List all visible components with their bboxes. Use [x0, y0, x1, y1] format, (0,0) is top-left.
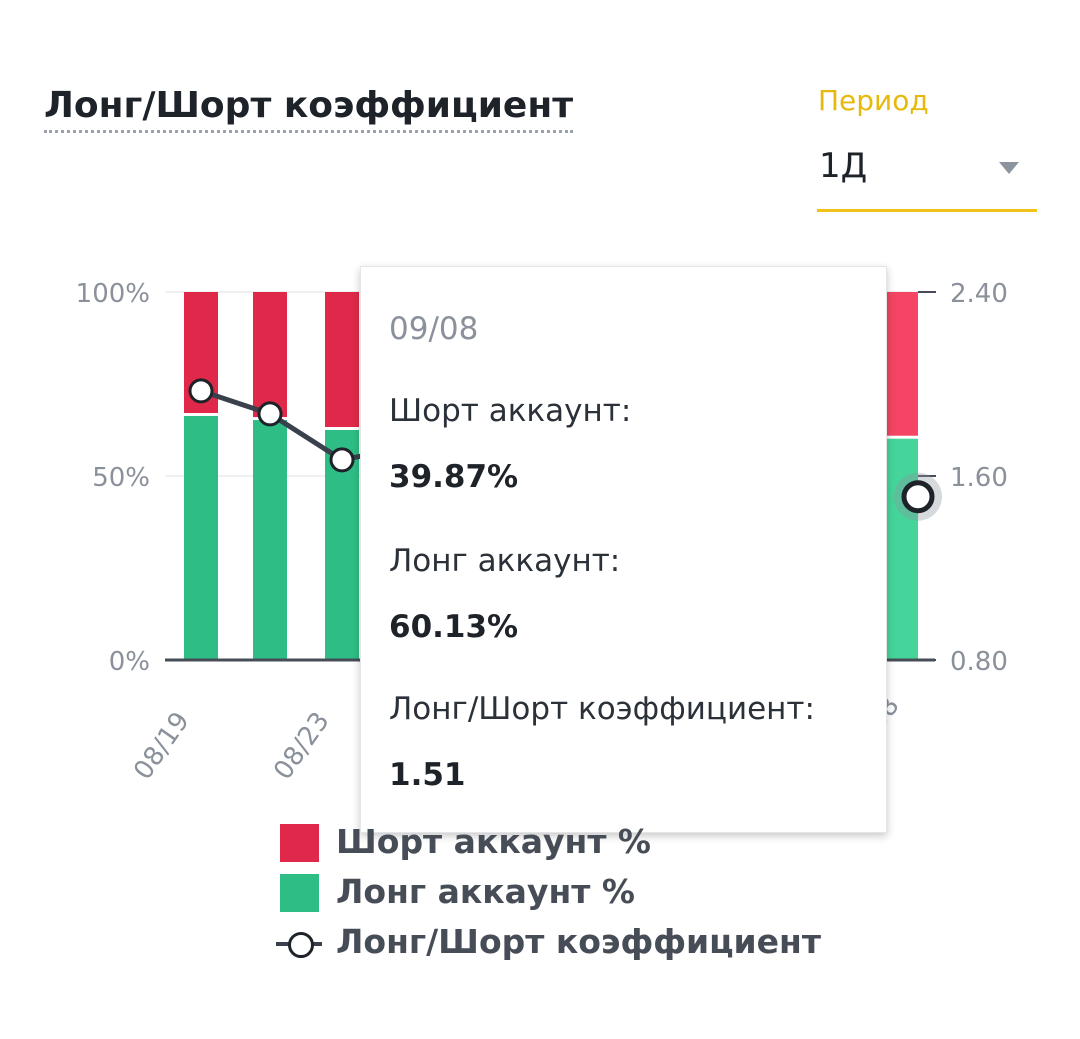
chart-tooltip: 09/08 Шорт аккаунт: 39.87% Лонг аккаунт:…: [360, 266, 887, 833]
y-left-tick-label: 0%: [109, 647, 150, 677]
short-bar: [884, 292, 918, 436]
long-swatch-icon: [280, 874, 319, 912]
short-bar: [253, 292, 287, 418]
period-value: 1Д: [819, 146, 868, 186]
y-right-tick-label: 2.40: [950, 279, 1008, 309]
tooltip-long-value: 60.13%: [389, 609, 519, 645]
ratio-point: [188, 378, 214, 404]
y-left-tick-label: 50%: [92, 463, 150, 493]
chevron-down-icon[interactable]: [999, 162, 1019, 174]
tooltip-ratio-label: Лонг/Шорт коэффициент:: [389, 691, 815, 727]
ratio-point: [329, 447, 355, 473]
short-bar: [325, 292, 359, 427]
period-label: Период: [818, 84, 929, 117]
period-select[interactable]: 1Д: [817, 142, 1037, 212]
x-tick-label: 08/19: [128, 707, 196, 786]
legend-label-long: Лонг аккаунт %: [336, 872, 635, 911]
y-right-tick-label: 1.60: [950, 463, 1008, 493]
tooltip-date: 09/08: [389, 311, 479, 347]
tooltip-long-label: Лонг аккаунт:: [389, 543, 621, 579]
tooltip-ratio-value: 1.51: [389, 757, 466, 793]
x-tick-label: 08/23: [268, 707, 336, 786]
ratio-point-active: [901, 480, 935, 514]
short-swatch-icon: [280, 824, 319, 862]
legend-label-ratio: Лонг/Шорт коэффициент: [336, 922, 821, 961]
long-bar: [184, 416, 218, 660]
tooltip-short-value: 39.87%: [389, 459, 519, 495]
long-bar: [884, 438, 918, 660]
page-title: Лонг/Шорт коэффициент: [44, 84, 574, 133]
ratio-point: [257, 401, 283, 427]
tooltip-short-label: Шорт аккаунт:: [389, 393, 632, 429]
long-bar: [253, 420, 287, 660]
y-right-tick-label: 0.80: [950, 647, 1008, 677]
legend-label-short: Шорт аккаунт %: [336, 822, 651, 861]
ratio-marker-icon: [288, 932, 314, 958]
y-left-tick-label: 100%: [76, 279, 150, 309]
